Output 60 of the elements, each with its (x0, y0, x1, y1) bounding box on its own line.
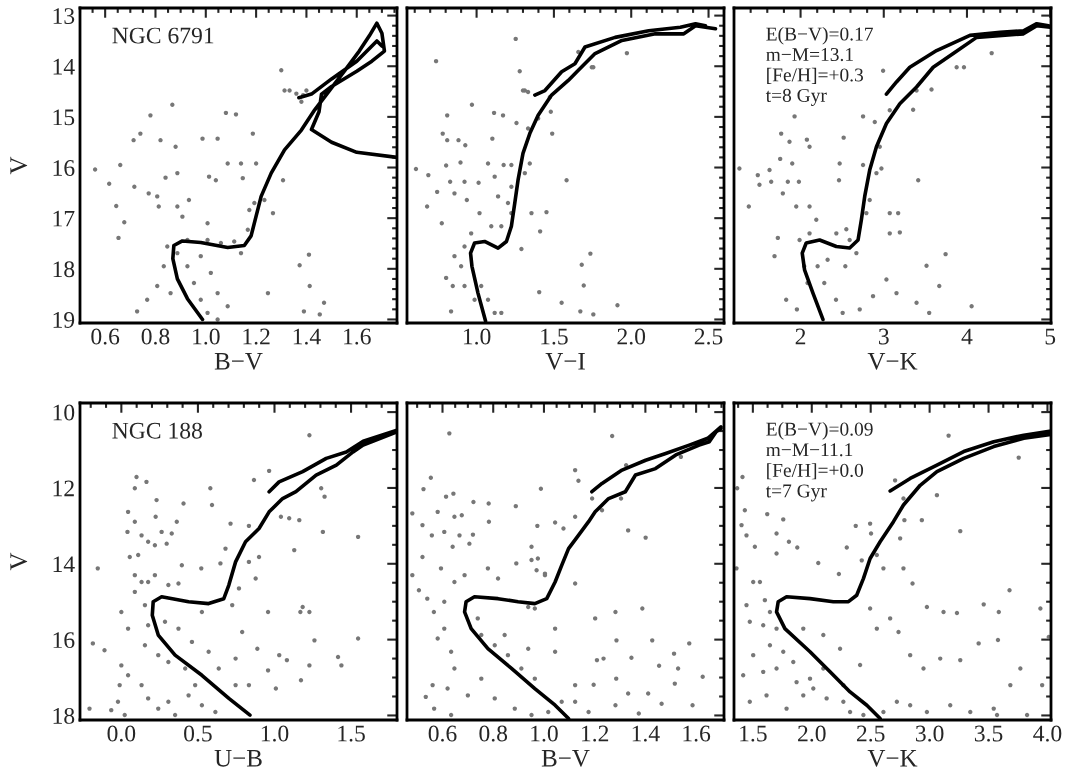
y-tick-label: 18 (53, 707, 75, 724)
annotation: [Fe/H]=+0.3 (767, 67, 864, 84)
annotation: m−M−11.1 (766, 443, 853, 457)
x-tick-label: 1.6 (344, 328, 371, 345)
x-tick-label: 1.4 (632, 725, 660, 742)
x-tick-label: 2.5 (694, 328, 723, 345)
x-tick-label: 2.5 (856, 725, 885, 742)
x-tick-label: 2.0 (798, 725, 826, 742)
x-tick-label: 1.2 (581, 725, 609, 742)
annotation: t=7 Gyr (765, 484, 827, 502)
x-axis-title: B−V (541, 750, 590, 767)
x-axis-title: B−V (214, 353, 263, 370)
y-tick-label: 17 (53, 210, 75, 227)
x-axis-title: V−K (867, 353, 918, 370)
x-tick-label: 4 (961, 328, 973, 345)
x-tick-label: 4.0 (1033, 725, 1062, 742)
x-tick-label: 0.8 (141, 328, 170, 345)
y-tick-label: 16 (53, 160, 75, 176)
x-tick-label: 3 (878, 328, 889, 345)
annotation: m−M=13.1 (766, 47, 853, 62)
x-tick-label: 3.0 (915, 725, 944, 742)
x-tick-label: 1.2 (243, 328, 270, 345)
x-tick-label: 1.6 (683, 725, 711, 742)
annotation: t=8 Gyr (765, 88, 827, 106)
x-tick-label: 0.6 (91, 328, 120, 345)
x-tick-label: 2.0 (617, 328, 646, 345)
x-tick-label: 0.8 (479, 725, 508, 742)
y-axis-title: V (10, 552, 28, 571)
annotation: E(B−V)=0.09 (766, 422, 873, 440)
x-tick-label: 1.4 (293, 328, 321, 345)
annotation: NGC 6791 (112, 27, 214, 44)
y-tick-label: 12 (53, 480, 74, 497)
y-tick-label: 19 (53, 312, 75, 328)
y-tick-label: 10 (53, 404, 75, 421)
y-tick-label: 14 (53, 58, 75, 75)
x-tick-label: 1.0 (463, 328, 491, 345)
x-tick-label: 0.5 (184, 725, 212, 742)
y-tick-label: 13 (53, 8, 75, 25)
x-tick-label: 0.0 (107, 725, 136, 742)
x-tick-label: 1.0 (193, 328, 220, 345)
y-tick-label: 16 (53, 632, 75, 649)
x-tick-label: 0.6 (428, 725, 457, 742)
annotation: [Fe/H]=+0.0 (767, 463, 864, 480)
x-tick-label: 1.5 (541, 328, 568, 345)
x-axis-title: U−B (214, 750, 262, 767)
annotation: NGC 188 (112, 422, 202, 439)
x-tick-label: 1.5 (740, 725, 767, 742)
x-tick-label: 5 (1045, 328, 1056, 345)
x-tick-label: 1.0 (531, 725, 558, 742)
y-tick-label: 15 (53, 109, 75, 126)
x-tick-label: 3.5 (974, 725, 1003, 742)
annotation: E(B−V)=0.17 (766, 26, 873, 45)
y-tick-label: 18 (53, 261, 75, 278)
x-axis-title: V−I (545, 353, 585, 370)
y-axis-title: V (10, 156, 28, 175)
x-axis-title: V−K (867, 750, 918, 767)
x-tick-label: 1.5 (338, 725, 365, 742)
x-tick-label: 2 (795, 328, 806, 345)
y-tick-label: 14 (53, 556, 75, 572)
x-tick-label: 1.0 (261, 725, 289, 742)
